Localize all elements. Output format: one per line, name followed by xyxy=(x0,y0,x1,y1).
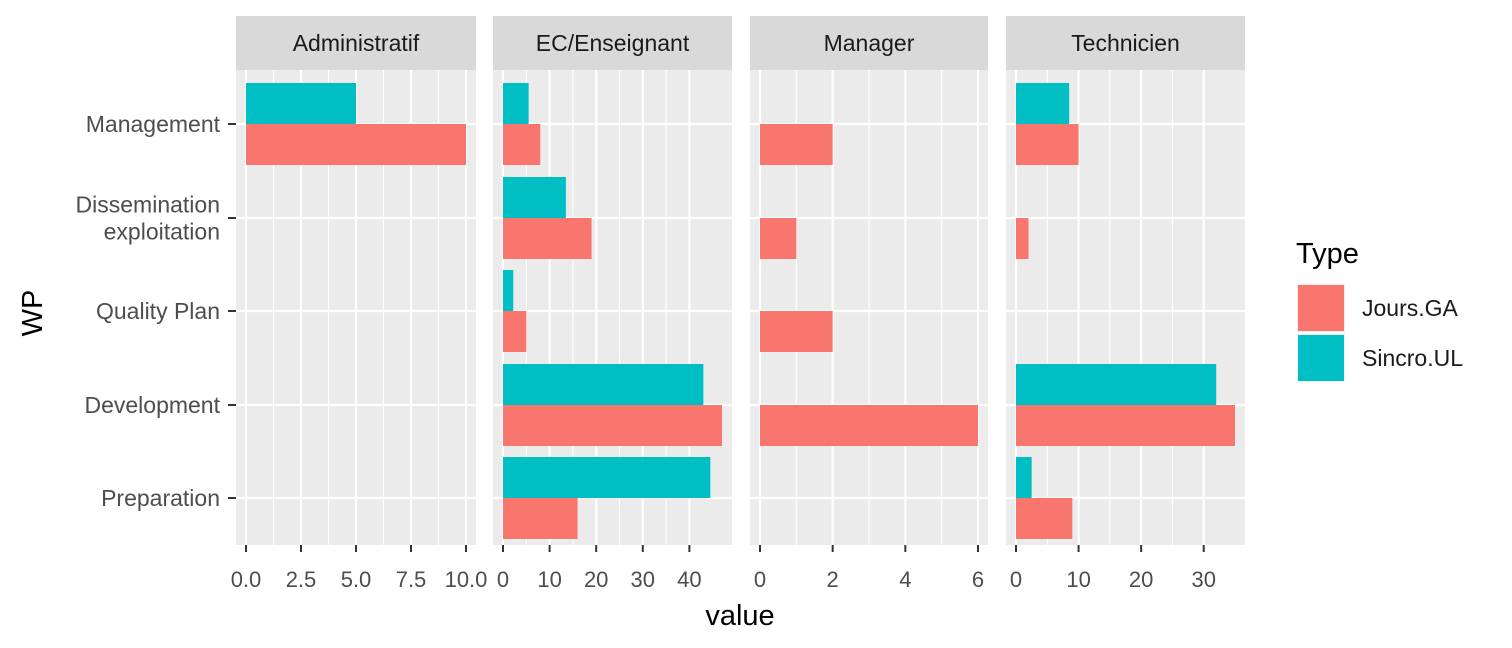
x-tick-label: 2.5 xyxy=(286,567,317,592)
bar xyxy=(503,364,704,405)
x-tick-label: 10.0 xyxy=(445,567,488,592)
legend-swatch xyxy=(1298,285,1344,331)
x-axis-label: value xyxy=(705,600,774,632)
bar xyxy=(503,457,711,498)
x-tick-label: 2 xyxy=(827,567,839,592)
x-tick-label: 7.5 xyxy=(396,567,427,592)
x-tick-label: 4 xyxy=(899,567,911,592)
x-tick-label: 40 xyxy=(677,567,701,592)
bar xyxy=(760,218,797,259)
bar xyxy=(503,124,541,165)
x-tick-label: 30 xyxy=(1191,567,1215,592)
bar xyxy=(1016,83,1070,124)
bar xyxy=(246,124,466,165)
legend-swatch xyxy=(1298,335,1344,381)
facet-strip xyxy=(236,16,476,70)
bar xyxy=(503,311,527,352)
bar xyxy=(503,405,722,446)
bar xyxy=(1016,405,1235,446)
y-tick-label: Management xyxy=(86,111,221,137)
bar xyxy=(503,270,514,311)
y-axis: Management Dissemination exploitation Quali… xyxy=(76,111,236,511)
facet-strip xyxy=(750,16,988,70)
x-tick-label: 0 xyxy=(1010,567,1022,592)
bar xyxy=(760,124,833,165)
x-tick-label: 30 xyxy=(631,567,655,592)
facet-title: Manager xyxy=(824,30,915,56)
bar xyxy=(1016,457,1032,498)
facet-panel: Technicien 0 10 20 30 xyxy=(1006,16,1245,592)
bar xyxy=(1016,124,1079,165)
facet-panel: Administratif 0.0 2.5 5.0 7.5 10.0 xyxy=(231,16,488,592)
x-tick-label: 10 xyxy=(1066,567,1090,592)
facet-strip xyxy=(1006,16,1245,70)
x-tick-label: 0.0 xyxy=(231,567,262,592)
bar xyxy=(503,218,592,259)
bar xyxy=(760,311,833,352)
facet-title: Technicien xyxy=(1071,30,1180,56)
facet-strip xyxy=(493,16,732,70)
y-tick-label: Preparation xyxy=(101,485,220,511)
bar xyxy=(503,83,529,124)
y-tick-label: Quality Plan xyxy=(96,298,220,324)
legend-title: Type xyxy=(1296,238,1359,270)
x-tick-label: 6 xyxy=(972,567,984,592)
bar xyxy=(1016,364,1217,405)
bar xyxy=(503,498,578,539)
bar xyxy=(503,177,566,218)
bar xyxy=(246,83,356,124)
x-tick-label: 0 xyxy=(754,567,766,592)
x-tick-label: 0 xyxy=(497,567,509,592)
bar xyxy=(1016,218,1029,259)
legend-label: Jours.GA xyxy=(1362,295,1459,321)
facet-title: EC/Enseignant xyxy=(536,30,690,56)
x-tick-label: 5.0 xyxy=(341,567,372,592)
x-tick-label: 10 xyxy=(537,567,561,592)
x-tick-label: 20 xyxy=(584,567,608,592)
legend: Type Jours.GA Sincro.UL xyxy=(1296,238,1463,382)
x-tick-label: 20 xyxy=(1129,567,1153,592)
bar xyxy=(1016,498,1073,539)
y-tick-label: Dissemination exploitation xyxy=(76,192,220,245)
legend-label: Sincro.UL xyxy=(1362,345,1463,371)
y-tick-label: Development xyxy=(84,392,220,418)
bar xyxy=(760,405,978,446)
facet-panel: Manager 0 2 4 6 xyxy=(750,16,988,592)
facet-title: Administratif xyxy=(293,30,420,56)
y-axis-label: WP xyxy=(17,290,49,337)
facet-panel: EC/Enseignant 0 10 20 30 40 xyxy=(493,16,732,592)
